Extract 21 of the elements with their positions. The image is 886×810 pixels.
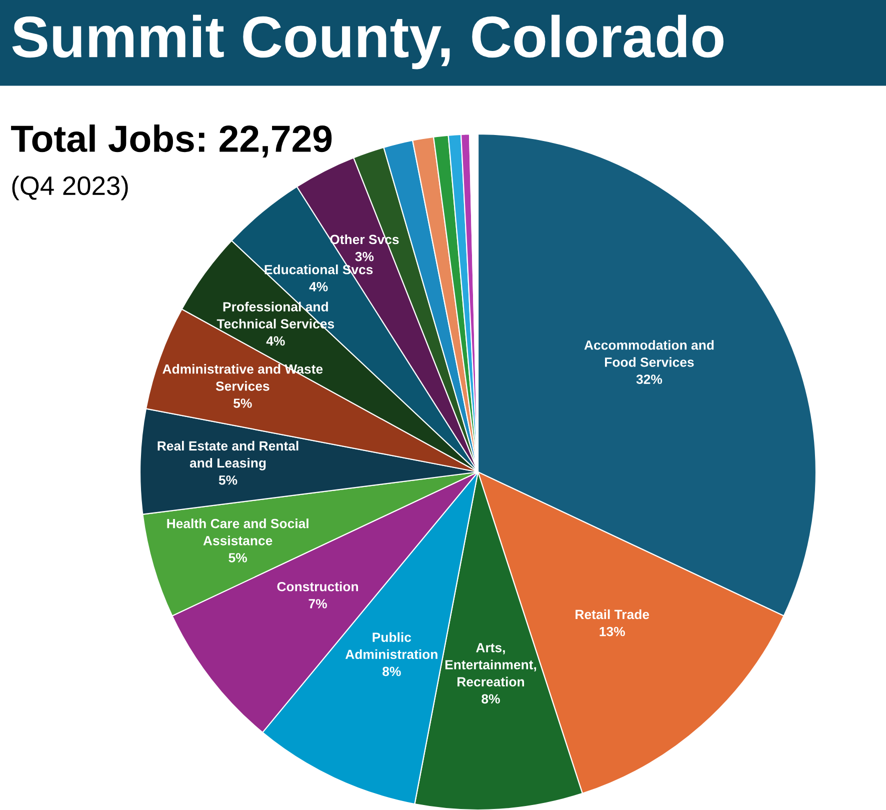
chart-subtitle: Total Jobs: 22,729: [11, 124, 332, 158]
data-label: 4%: [266, 336, 285, 346]
slice-label: Public Administration: [345, 632, 438, 660]
data-label: 5%: [228, 553, 247, 562]
data-label: 32%: [636, 374, 662, 384]
data-label: 8%: [382, 666, 401, 676]
data-label: 8%: [482, 694, 500, 704]
data-label: 5%: [218, 475, 238, 485]
data-label: 7%: [308, 599, 327, 608]
slice-label: Health Care and Social Assistance: [167, 518, 308, 546]
data-label: 4%: [309, 282, 328, 292]
text: (Q4 2023): [12, 176, 128, 200]
data-label: 13%: [600, 626, 625, 636]
data-label: 5%: [234, 398, 252, 408]
data-label: 3%: [355, 252, 374, 262]
slice-label: Construction: [277, 582, 358, 592]
slice-label: Accommodation and Food Services: [584, 340, 714, 367]
chart-title: Summit County, Colorado: [12, 14, 724, 70]
slice-label: Retail Trade: [576, 609, 650, 620]
slice-label: Arts, Entertainment, Recreation: [445, 643, 536, 686]
slice-label: Real Estate and Rental and Leasing: [158, 440, 298, 470]
